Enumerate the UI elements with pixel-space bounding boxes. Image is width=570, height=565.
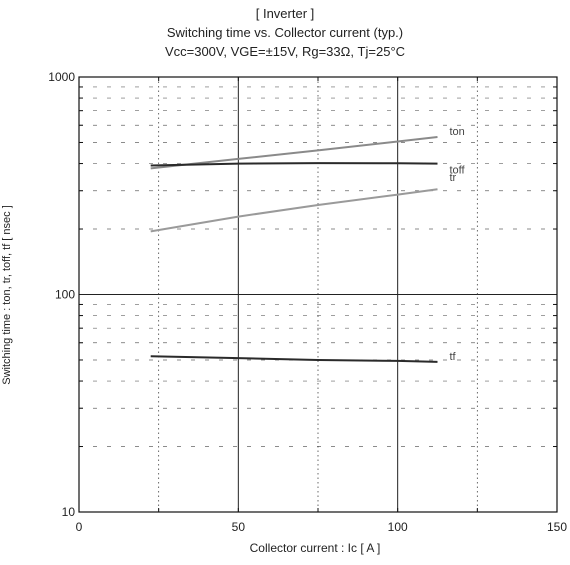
y-tick-label: 1000 — [48, 70, 75, 84]
series-line-tf — [151, 356, 438, 362]
series-label-tr: tr — [450, 172, 457, 184]
x-axis-label: Collector current : Ic [ A ] — [0, 541, 570, 555]
y-tick-label: 100 — [55, 288, 75, 302]
y-axis-label: Switching time : ton, tr, toff, tf [ nse… — [1, 205, 13, 385]
y-axis-label-box: Switching time : ton, tr, toff, tf [ nse… — [1, 195, 13, 395]
x-tick-label: 0 — [76, 520, 83, 534]
series-line-tr — [151, 189, 438, 231]
series-label-tf: tf — [450, 351, 457, 363]
series-label-ton: ton — [450, 126, 465, 138]
x-tick-label: 100 — [388, 520, 408, 534]
x-tick-label: 50 — [232, 520, 246, 534]
x-tick-label: 150 — [547, 520, 567, 534]
y-tick-label: 10 — [62, 505, 76, 519]
